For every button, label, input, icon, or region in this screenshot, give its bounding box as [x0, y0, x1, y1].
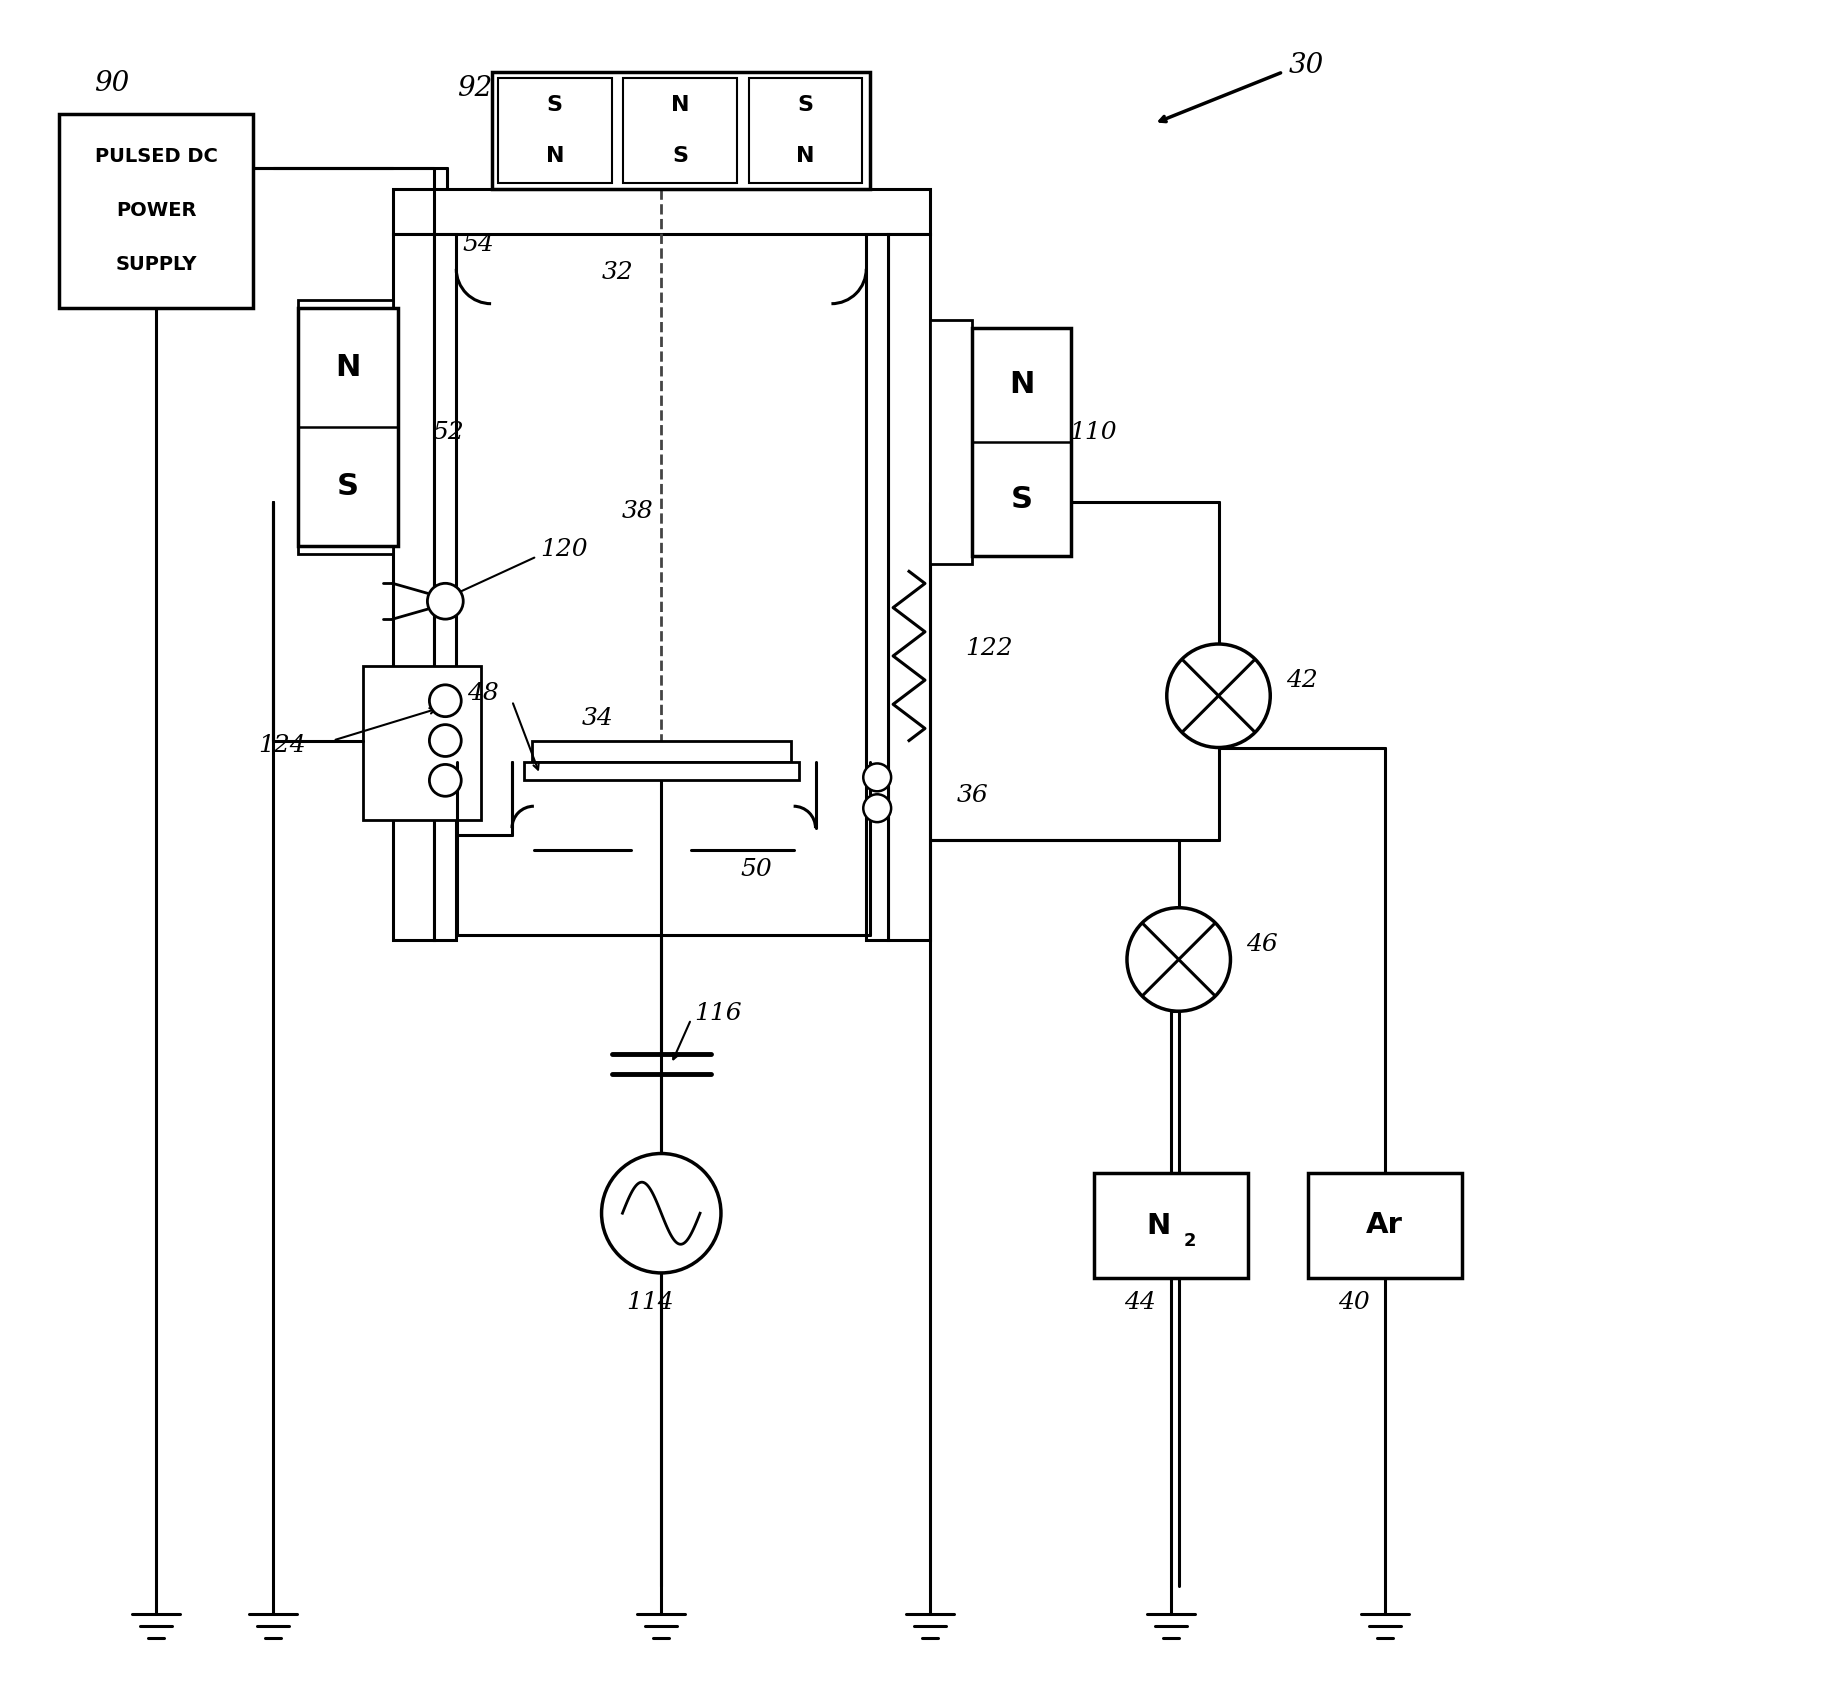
Bar	[624, 78, 738, 184]
Bar	[492, 72, 870, 189]
Text: N: N	[1009, 370, 1035, 399]
Text: 110: 110	[1070, 421, 1118, 443]
Text: 114: 114	[626, 1291, 673, 1315]
Text: SUPPLY: SUPPLY	[116, 255, 196, 274]
Bar	[973, 327, 1072, 557]
Text: 44: 44	[1125, 1291, 1156, 1315]
Text: N: N	[672, 95, 690, 114]
Text: S: S	[547, 95, 563, 114]
Text: 30: 30	[1288, 53, 1323, 80]
Bar	[497, 78, 611, 184]
Text: N: N	[545, 146, 563, 167]
Circle shape	[429, 765, 461, 797]
Text: POWER: POWER	[116, 201, 196, 220]
Circle shape	[602, 1153, 721, 1272]
Text: S: S	[798, 95, 813, 114]
Text: PULSED DC: PULSED DC	[95, 146, 218, 165]
Bar	[393, 189, 930, 233]
Text: 92: 92	[457, 75, 492, 102]
Bar	[1308, 1173, 1462, 1277]
Text: S: S	[338, 472, 360, 501]
Text: 34: 34	[582, 707, 613, 731]
Text: 50: 50	[741, 858, 773, 882]
Text: 46: 46	[1246, 933, 1279, 955]
Text: 52: 52	[433, 421, 464, 443]
Bar	[888, 233, 930, 940]
Text: 40: 40	[1338, 1291, 1369, 1315]
Circle shape	[1127, 908, 1231, 1012]
Circle shape	[428, 584, 462, 620]
Text: N: N	[1147, 1211, 1171, 1240]
Bar	[393, 233, 435, 940]
Text: 120: 120	[539, 538, 587, 560]
Bar	[1094, 1173, 1248, 1277]
Bar	[297, 300, 393, 555]
Circle shape	[862, 794, 892, 823]
Bar	[297, 308, 398, 547]
Text: 42: 42	[1286, 669, 1318, 693]
Text: Ar: Ar	[1367, 1211, 1404, 1240]
Text: S: S	[672, 146, 688, 167]
Text: 38: 38	[622, 501, 653, 523]
Bar	[532, 741, 791, 763]
Text: 2: 2	[1184, 1233, 1196, 1250]
Bar	[435, 233, 457, 940]
Circle shape	[862, 763, 892, 792]
Text: 124: 124	[259, 734, 306, 758]
Circle shape	[429, 685, 461, 717]
Text: N: N	[796, 146, 815, 167]
Circle shape	[1167, 644, 1270, 748]
Bar	[749, 78, 862, 184]
Text: N: N	[336, 353, 360, 381]
Bar	[866, 233, 888, 940]
Circle shape	[429, 724, 461, 756]
Text: 32: 32	[602, 261, 633, 284]
Text: 54: 54	[462, 233, 494, 257]
Bar	[525, 763, 798, 780]
Text: 122: 122	[965, 637, 1013, 661]
Text: 36: 36	[956, 783, 989, 807]
Bar	[930, 320, 973, 564]
Bar	[363, 666, 481, 821]
Text: 48: 48	[468, 683, 499, 705]
Text: 90: 90	[94, 70, 128, 97]
Text: S: S	[1011, 485, 1033, 514]
Bar	[59, 114, 253, 308]
Text: 116: 116	[694, 1001, 741, 1025]
